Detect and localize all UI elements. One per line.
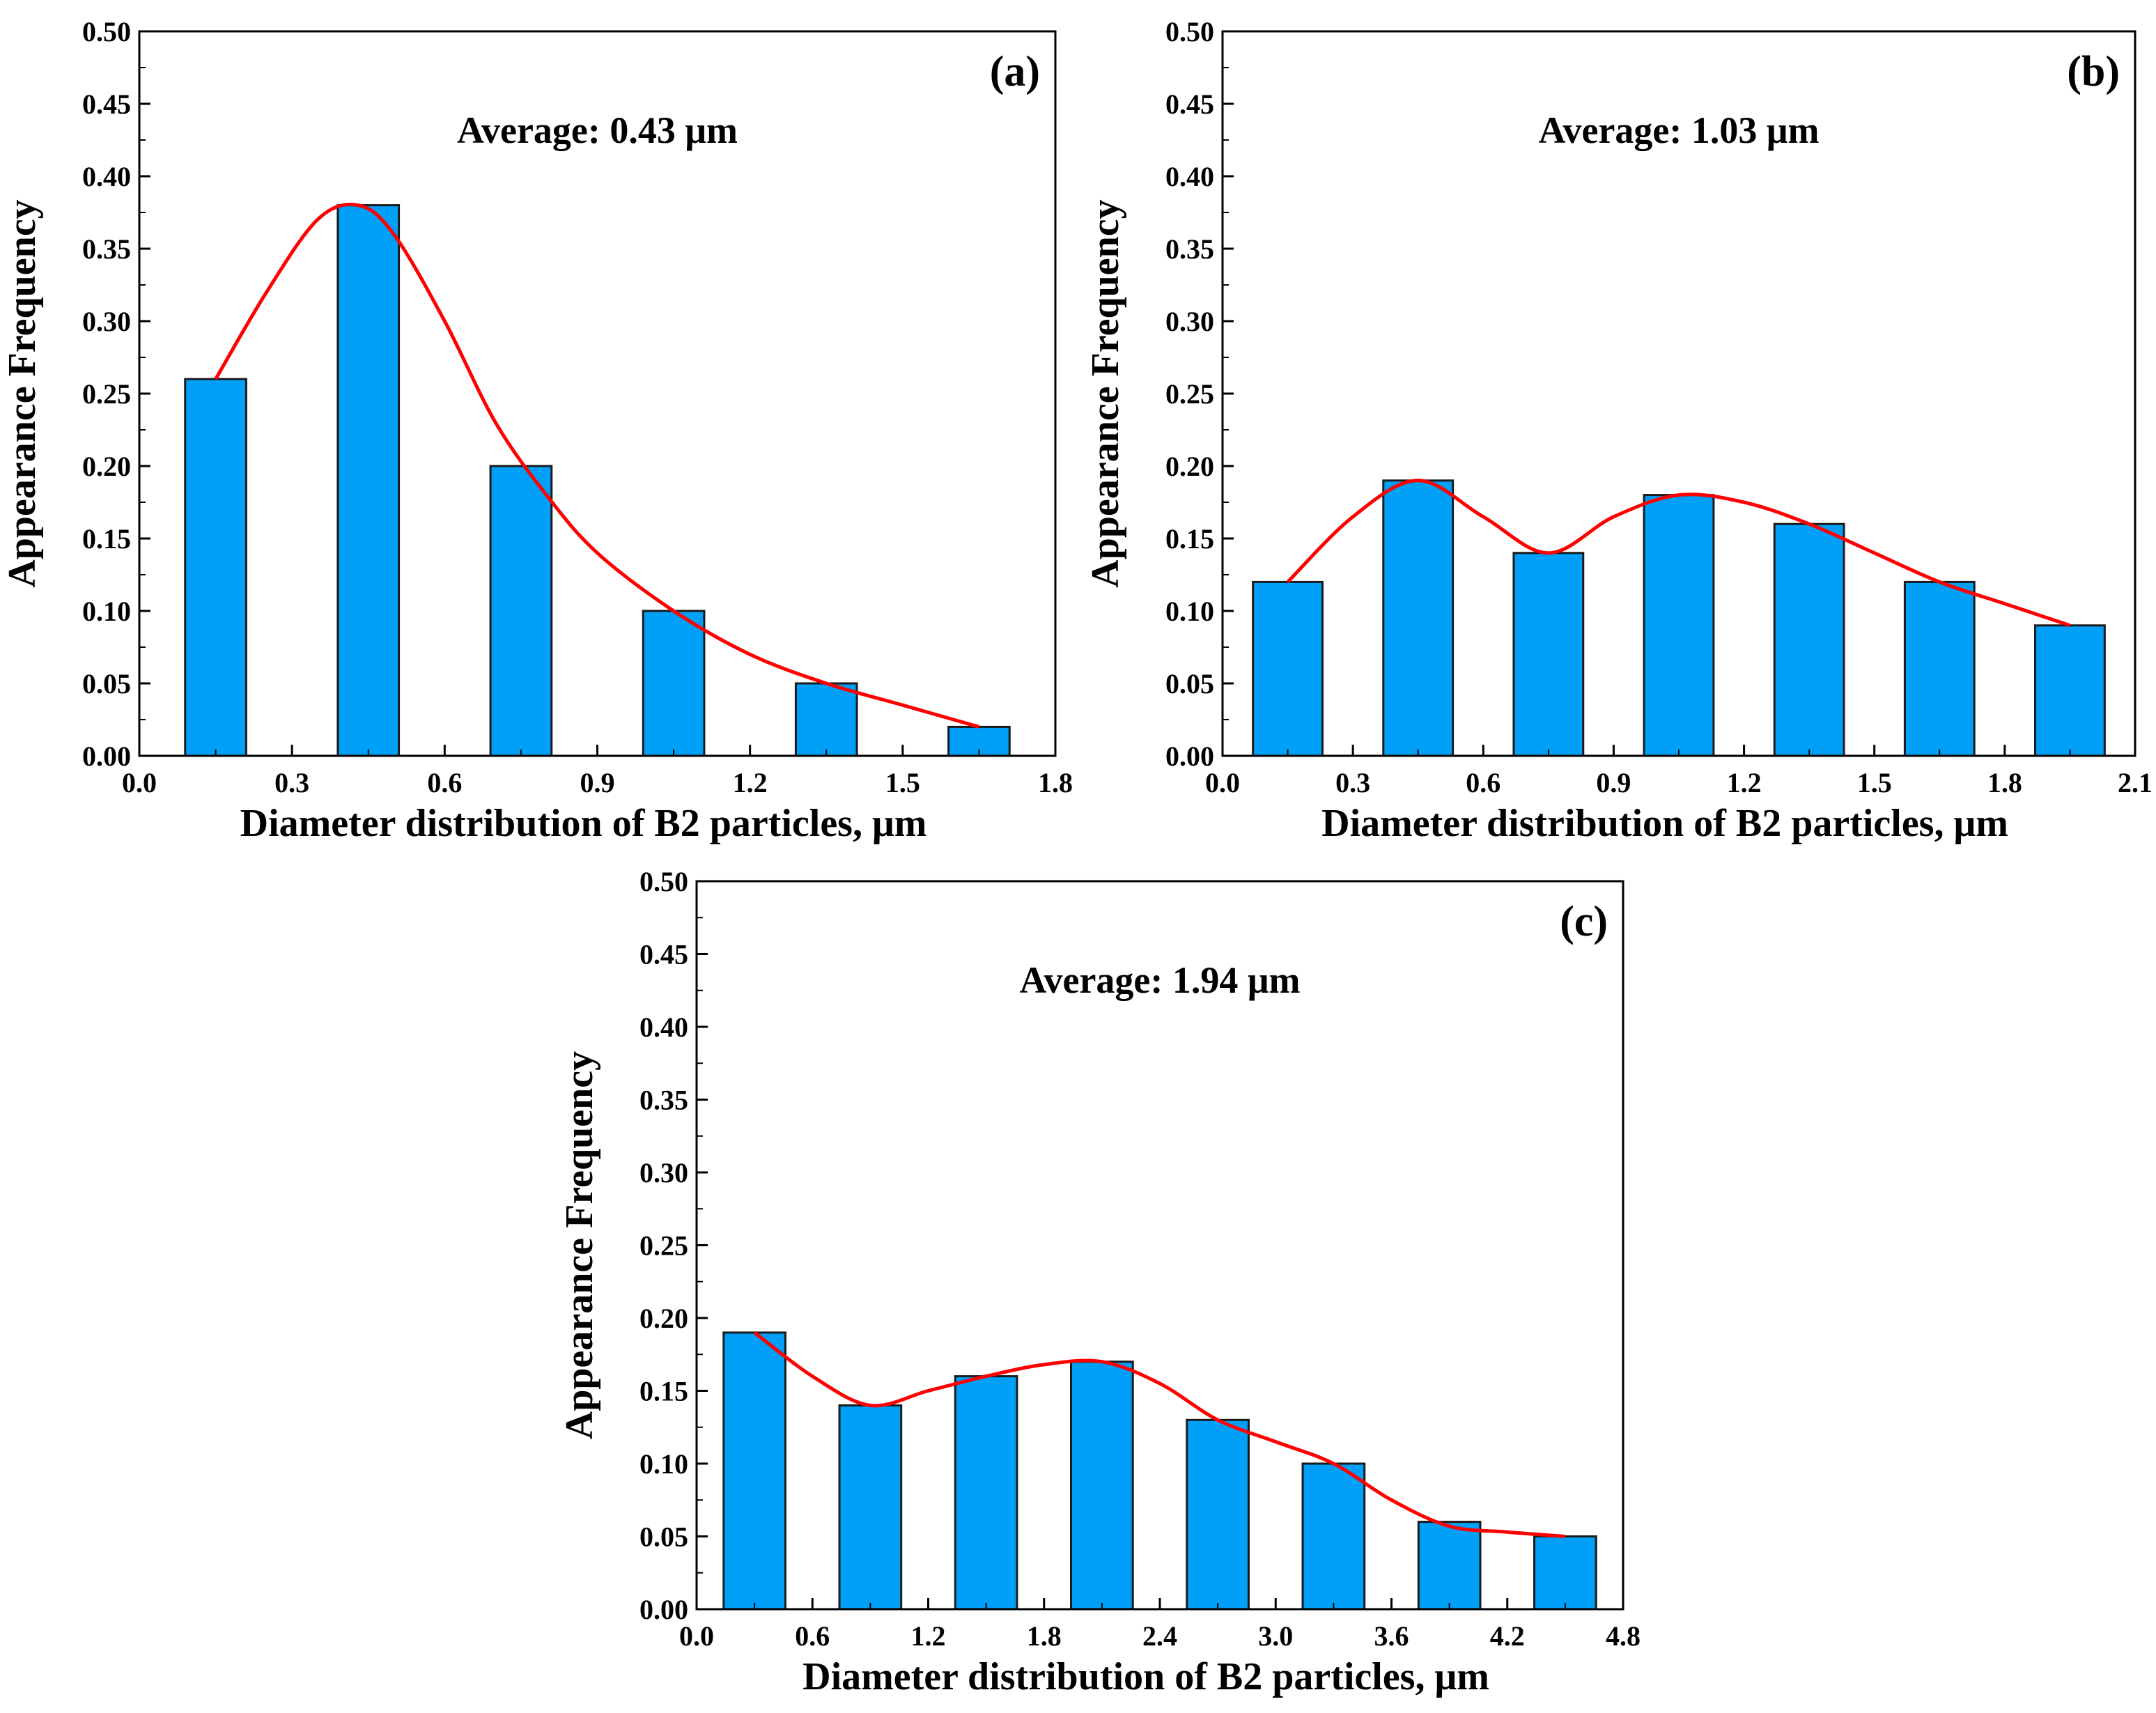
panel-label: (b) xyxy=(2067,48,2120,95)
x-tick-label: 0.0 xyxy=(679,1620,714,1652)
x-tick-label: 1.8 xyxy=(1027,1620,1062,1652)
x-tick-label: 1.5 xyxy=(885,767,920,798)
bar xyxy=(1070,1361,1134,1611)
y-tick-label: 0.25 xyxy=(1165,378,1214,410)
y-axis-title: Appearance Frequency xyxy=(1,199,44,587)
x-tick-label: 0.0 xyxy=(1205,767,1240,798)
fit-curve xyxy=(753,1331,1566,1538)
x-tick-label: 4.8 xyxy=(1606,1620,1641,1652)
bar xyxy=(642,610,706,757)
bar xyxy=(336,204,401,757)
x-tick-label: 0.3 xyxy=(274,767,309,798)
chart-panel-a: 0.00 0.05 0.10 0.15 0.20 0.25 0.30 0.35 0.40 0.45… xyxy=(1,16,1073,845)
y-tick-label: 0.05 xyxy=(82,668,131,699)
x-tick-label: 1.8 xyxy=(1038,767,1073,798)
bar xyxy=(489,465,553,757)
bar xyxy=(1903,580,1976,757)
x-tick-label: 4.2 xyxy=(1490,1620,1525,1652)
x-tick-label: 2.1 xyxy=(2118,767,2153,798)
average-annotation: Average: 0.43 μm xyxy=(457,109,738,151)
x-tick-label: 3.0 xyxy=(1258,1620,1293,1652)
y-tick-label: 0.30 xyxy=(82,306,131,337)
y-tick-label: 0.20 xyxy=(639,1303,688,1334)
bar xyxy=(1773,522,1845,757)
average-annotation: Average: 1.94 μm xyxy=(1020,959,1301,1001)
x-tick-label: 0.6 xyxy=(1466,767,1500,798)
y-tick-label: 0.25 xyxy=(639,1230,688,1262)
bar xyxy=(722,1331,786,1611)
y-tick-label: 0.05 xyxy=(639,1521,688,1553)
x-axis-title: Diameter distribution of B2 particles, μ… xyxy=(802,1655,1489,1698)
x-tick-label: 2.4 xyxy=(1142,1620,1177,1652)
y-tick-label: 0.30 xyxy=(1165,306,1214,337)
bar xyxy=(1643,494,1715,757)
y-tick-label: 0.35 xyxy=(639,1085,688,1116)
x-tick-label: 1.2 xyxy=(733,767,768,798)
average-annotation: Average: 1.03 μm xyxy=(1539,109,1820,151)
chart-panel-b: 0.00 0.05 0.10 0.15 0.20 0.25 0.30 0.35 0.40 0.45… xyxy=(1084,16,2153,845)
y-axis-title: Appearance Frequency xyxy=(558,1051,601,1439)
x-tick-label: 0.9 xyxy=(1596,767,1631,798)
x-axis-title: Diameter distribution of B2 particles, μ… xyxy=(1321,802,2008,845)
y-tick-label: 0.45 xyxy=(639,939,688,970)
bar xyxy=(2034,624,2106,757)
y-tick-label: 0.35 xyxy=(1165,233,1214,265)
bar xyxy=(1533,1535,1597,1611)
x-axis-title: Diameter distribution of B2 particles, μ… xyxy=(240,802,927,845)
chart-panel-c: 0.00 0.05 0.10 0.15 0.20 0.25 0.30 0.35 0.40 0.45… xyxy=(558,866,1641,1698)
fit-curve xyxy=(214,202,980,729)
y-tick-label: 0.40 xyxy=(82,161,131,192)
y-tick-label: 0.45 xyxy=(1165,88,1214,120)
y-tick-label: 0.20 xyxy=(1165,451,1214,482)
x-tick-label: 1.5 xyxy=(1857,767,1892,798)
bar xyxy=(1252,580,1324,757)
x-tick-label: 0.6 xyxy=(427,767,462,798)
bar xyxy=(1186,1418,1250,1611)
x-tick-label: 0.3 xyxy=(1335,767,1370,798)
y-tick-label: 0.20 xyxy=(82,451,131,482)
y-tick-label: 0.05 xyxy=(1165,668,1214,699)
y-tick-label: 0.50 xyxy=(639,866,688,897)
fit-curve xyxy=(1286,479,2071,628)
panel-label: (a) xyxy=(990,48,1040,95)
bar xyxy=(1382,479,1455,757)
y-tick-label: 0.40 xyxy=(639,1011,688,1043)
bar xyxy=(1512,552,1585,757)
bar xyxy=(1417,1521,1482,1611)
x-tick-label: 1.2 xyxy=(911,1620,946,1652)
x-tick-label: 1.8 xyxy=(1987,767,2022,798)
x-tick-label: 0.9 xyxy=(580,767,615,798)
y-tick-label: 0.15 xyxy=(1165,523,1214,555)
x-tick-label: 1.2 xyxy=(1727,767,1762,798)
y-tick-label: 0.10 xyxy=(639,1448,688,1480)
bar xyxy=(794,682,858,757)
bar xyxy=(838,1404,903,1611)
y-tick-label: 0.40 xyxy=(1165,161,1214,192)
y-tick-label: 0.00 xyxy=(82,741,131,772)
bar xyxy=(1301,1462,1366,1611)
y-tick-label: 0.15 xyxy=(639,1376,688,1407)
y-tick-label: 0.00 xyxy=(1165,741,1214,772)
y-tick-label: 0.10 xyxy=(82,596,131,627)
y-tick-label: 0.10 xyxy=(1165,596,1214,627)
y-tick-label: 0.50 xyxy=(1165,16,1214,47)
x-tick-label: 0.0 xyxy=(122,767,157,798)
x-tick-label: 3.6 xyxy=(1374,1620,1409,1652)
y-tick-label: 0.50 xyxy=(82,16,131,47)
bar xyxy=(184,378,247,757)
y-axis-title: Appearance Frequency xyxy=(1084,199,1127,587)
y-tick-label: 0.30 xyxy=(639,1157,688,1188)
y-tick-label: 0.25 xyxy=(82,378,131,410)
panel-label: (c) xyxy=(1560,898,1608,945)
x-tick-label: 0.6 xyxy=(795,1620,830,1652)
y-tick-label: 0.45 xyxy=(82,88,131,120)
y-tick-label: 0.00 xyxy=(639,1594,688,1625)
bar xyxy=(954,1375,1018,1611)
y-tick-label: 0.35 xyxy=(82,233,131,265)
y-tick-label: 0.15 xyxy=(82,523,131,555)
